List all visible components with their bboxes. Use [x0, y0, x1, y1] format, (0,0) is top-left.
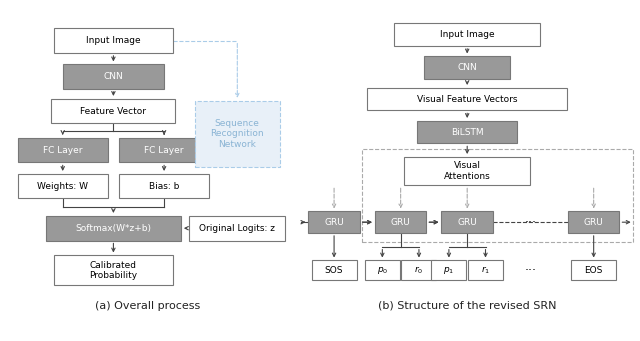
FancyBboxPatch shape [568, 211, 620, 233]
FancyBboxPatch shape [54, 28, 173, 53]
Text: (b) Structure of the revised SRN: (b) Structure of the revised SRN [378, 301, 556, 311]
FancyBboxPatch shape [54, 255, 173, 285]
Text: CNN: CNN [458, 63, 477, 72]
Text: GRU: GRU [458, 218, 477, 227]
Text: EOS: EOS [584, 266, 603, 275]
Text: Weights: W: Weights: W [37, 182, 88, 191]
Text: $p_1$: $p_1$ [444, 265, 454, 276]
Text: SOS: SOS [325, 266, 343, 275]
FancyBboxPatch shape [312, 261, 356, 280]
FancyBboxPatch shape [394, 24, 540, 46]
FancyBboxPatch shape [442, 211, 493, 233]
Text: Visual Feature Vectors: Visual Feature Vectors [417, 95, 518, 104]
Text: Original Logits: z: Original Logits: z [199, 224, 275, 233]
Text: BiLSTM: BiLSTM [451, 128, 483, 137]
FancyBboxPatch shape [195, 101, 280, 167]
Text: Visual
Attentions: Visual Attentions [444, 162, 491, 181]
Text: CNN: CNN [104, 72, 124, 81]
FancyBboxPatch shape [46, 216, 181, 240]
FancyBboxPatch shape [119, 138, 209, 162]
Text: ···: ··· [524, 216, 536, 229]
Text: GRU: GRU [324, 218, 344, 227]
Text: Calibrated
Probability: Calibrated Probability [90, 261, 138, 280]
FancyBboxPatch shape [431, 261, 467, 280]
FancyBboxPatch shape [18, 174, 108, 198]
Text: Feature Vector: Feature Vector [81, 107, 147, 116]
FancyBboxPatch shape [308, 211, 360, 233]
Text: ···: ··· [524, 264, 536, 277]
FancyBboxPatch shape [401, 261, 436, 280]
FancyBboxPatch shape [375, 211, 426, 233]
FancyBboxPatch shape [18, 138, 108, 162]
Text: (a) Overall process: (a) Overall process [95, 301, 200, 311]
Text: Softmax(W*z+b): Softmax(W*z+b) [76, 224, 152, 233]
Text: GRU: GRU [584, 218, 604, 227]
Text: FC Layer: FC Layer [145, 146, 184, 155]
FancyBboxPatch shape [63, 64, 164, 89]
Text: Sequence
Recognition
Network: Sequence Recognition Network [211, 119, 264, 149]
Text: FC Layer: FC Layer [43, 146, 83, 155]
FancyBboxPatch shape [365, 261, 400, 280]
FancyBboxPatch shape [51, 99, 175, 123]
FancyBboxPatch shape [119, 174, 209, 198]
Text: $p_0$: $p_0$ [377, 265, 388, 276]
FancyBboxPatch shape [468, 261, 503, 280]
Text: GRU: GRU [391, 218, 410, 227]
FancyBboxPatch shape [404, 157, 531, 186]
FancyBboxPatch shape [572, 261, 616, 280]
FancyBboxPatch shape [417, 121, 517, 144]
FancyBboxPatch shape [367, 88, 567, 110]
Text: $r_1$: $r_1$ [481, 265, 490, 276]
FancyBboxPatch shape [189, 216, 285, 240]
FancyBboxPatch shape [424, 56, 511, 79]
Text: Bias: b: Bias: b [149, 182, 179, 191]
Text: Input Image: Input Image [440, 30, 495, 39]
Text: Input Image: Input Image [86, 36, 141, 45]
Text: $r_0$: $r_0$ [414, 265, 424, 276]
